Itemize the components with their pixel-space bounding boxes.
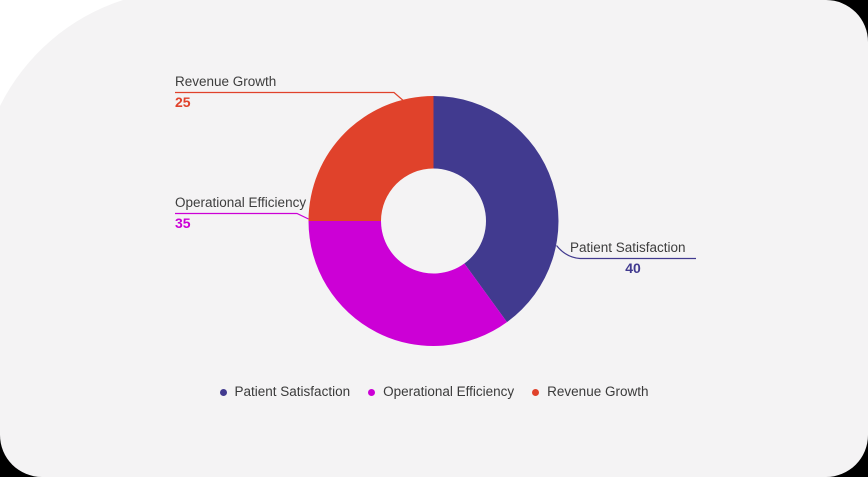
legend: Patient Satisfaction Operational Efficie… [0,384,868,400]
legend-dot-icon [532,388,540,396]
callout-label: Operational Efficiency [175,195,307,210]
legend-item-operational-efficiency[interactable]: Operational Efficiency [368,384,514,400]
legend-label: Operational Efficiency [383,384,515,399]
label-line-patient-satisfaction [556,245,696,260]
legend-dot-icon [219,388,227,396]
callout-value: 35 [175,215,191,231]
callout-patient-satisfaction: Patient Satisfaction 40 [570,240,696,276]
legend-label: Revenue Growth [547,384,649,399]
pie-slice-revenue-growth[interactable] [308,96,434,221]
legend-item-patient-satisfaction[interactable]: Patient Satisfaction [219,384,351,400]
callout-label: Revenue Growth [175,74,277,89]
legend-dot-icon [368,388,376,396]
legend-item-revenue-growth[interactable]: Revenue Growth [532,384,648,400]
legend-label: Patient Satisfaction [234,384,351,399]
callout-operational-efficiency: Operational Efficiency 35 [175,195,306,231]
pie-slice-patient-satisfaction[interactable] [433,96,559,323]
label-line-revenue-growth [175,91,406,103]
callout-value: 40 [625,260,641,276]
label-line-operational-efficiency [175,212,309,220]
callout-value: 25 [175,94,191,110]
callout-label: Patient Satisfaction [570,240,686,255]
pie-slice-operational-efficiency[interactable] [308,221,507,347]
callout-revenue-growth: Revenue Growth 25 [175,74,276,110]
